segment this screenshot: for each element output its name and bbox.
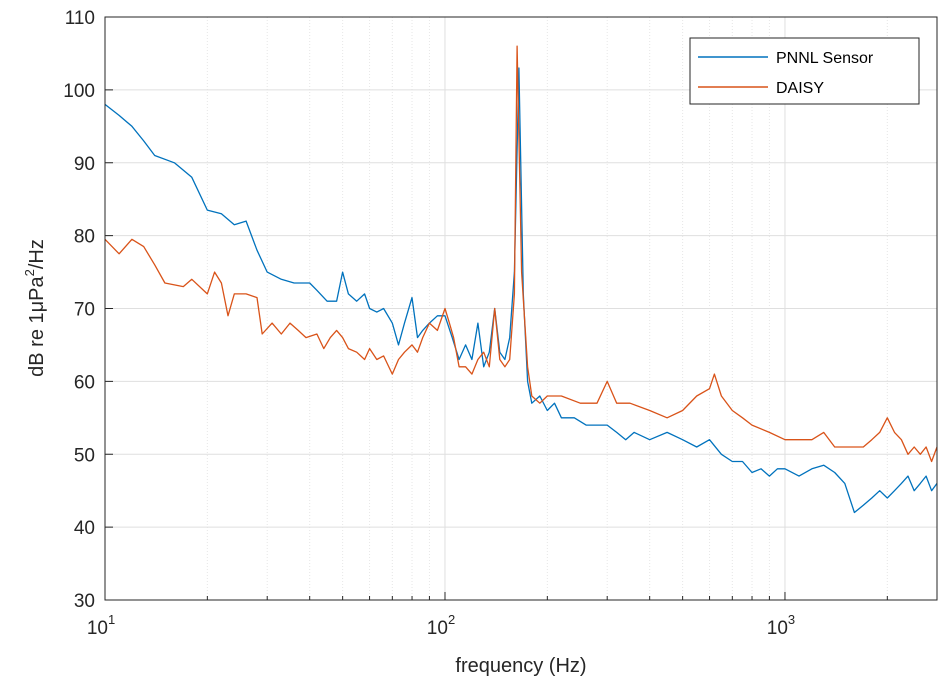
series-group (104, 45, 938, 514)
y-axis-label: dB re 1μPa2/Hz (22, 239, 48, 377)
legend-label-daisy: DAISY (776, 80, 824, 97)
y-tick-label: 60 (74, 372, 95, 393)
y-tick-labels: 30 40 50 60 70 80 90 100 110 (63, 8, 95, 612)
x-tick-label: 103 (767, 612, 795, 639)
y-tick-label: 50 (74, 445, 95, 466)
y-tick-label: 110 (65, 8, 95, 29)
y-tick-label: 40 (74, 518, 95, 539)
legend-box (689, 37, 920, 105)
y-tick-label: 70 (74, 300, 95, 321)
y-tick-label: 100 (63, 81, 95, 102)
x-tick-labels: 101 102 103 (87, 612, 795, 639)
x-axis-label: frequency (Hz) (455, 655, 586, 677)
y-tick-label: 90 (74, 154, 95, 175)
y-tick-label: 80 (74, 227, 95, 248)
x-tick-label: 102 (427, 612, 455, 639)
legend: PNNL Sensor DAISY (689, 37, 920, 105)
series-line-daisy (104, 45, 938, 463)
axis-ticks (104, 16, 888, 601)
x-tick-label: 101 (87, 612, 115, 639)
y-tick-label: 30 (74, 591, 95, 612)
legend-label-pnnl-sensor: PNNL Sensor (776, 50, 874, 67)
